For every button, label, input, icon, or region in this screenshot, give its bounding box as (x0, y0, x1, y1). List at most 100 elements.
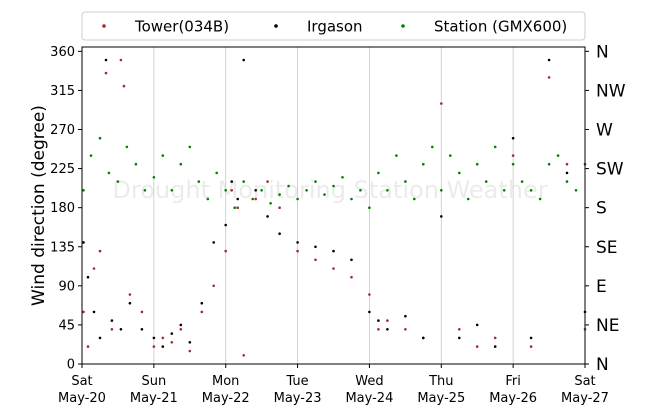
data-point (140, 310, 144, 314)
data-point (565, 171, 569, 175)
data-point (107, 171, 111, 175)
data-point (82, 189, 85, 192)
data-point (119, 58, 123, 62)
data-point (422, 162, 425, 166)
legend-marker (274, 24, 278, 28)
data-point (404, 314, 407, 318)
data-point (170, 189, 174, 192)
data-point (188, 145, 192, 149)
x-tick-date: May-27 (561, 391, 609, 406)
data-point (224, 249, 227, 253)
x-axis-ticks: Sat May-20 Sun May-21 Mon May-22 Tue May-23 Wed M… (58, 364, 609, 406)
data-point (125, 145, 129, 149)
data-point (254, 189, 257, 192)
data-point (377, 319, 380, 322)
data-point (140, 328, 144, 331)
data-point (440, 189, 443, 192)
data-point (547, 76, 551, 79)
legend-item: Station (GMX600) (401, 18, 567, 36)
x-tick-date: May-21 (130, 391, 178, 406)
data-point (224, 189, 227, 192)
data-point (119, 328, 123, 331)
data-point (529, 336, 533, 340)
data-point (466, 197, 470, 201)
data-point (422, 336, 425, 340)
y-tick-label: 90 (58, 279, 75, 294)
x-tick-date: May-20 (58, 391, 106, 406)
legend: Tower(034B) Irgason Station (GMX600) (81, 11, 586, 41)
data-point (386, 319, 389, 322)
data-point (529, 189, 533, 192)
x-tick-date: May-26 (489, 391, 537, 406)
legend-label: Tower(034B) (134, 18, 229, 36)
x-tick-day: Thu (428, 374, 453, 389)
data-point (502, 189, 506, 192)
data-point (179, 323, 183, 327)
plot-frame (81, 46, 586, 365)
data-point (368, 293, 371, 296)
data-point (89, 154, 93, 157)
y-tick-label: 135 (50, 240, 75, 255)
data-point (161, 345, 165, 348)
data-point (224, 223, 227, 227)
legend-item: Tower(034B) (102, 18, 229, 36)
direction-tick-label: NE (596, 316, 619, 336)
data-point (449, 154, 452, 157)
data-point (323, 193, 326, 196)
data-point (104, 58, 108, 62)
data-point (86, 275, 90, 279)
x-tick-day: Fri (505, 374, 521, 389)
data-point (511, 154, 515, 157)
x-tick-day: Sun (141, 374, 166, 389)
data-point (212, 284, 215, 288)
data-point (269, 202, 272, 205)
data-point (377, 171, 380, 175)
direction-tick-label: SW (596, 160, 624, 180)
data-point (314, 180, 317, 183)
data-point (206, 197, 210, 201)
data-point (110, 319, 114, 322)
data-point (110, 328, 114, 331)
data-point (92, 267, 96, 270)
data-point (212, 241, 215, 244)
data-point (179, 162, 183, 166)
data-point (161, 336, 165, 340)
legend-label: Irgason (307, 18, 363, 36)
x-tick-day: Tue (285, 374, 308, 389)
data-point (386, 189, 389, 192)
data-point (359, 189, 362, 192)
data-point (134, 162, 138, 166)
data-points (82, 58, 587, 357)
data-point (230, 189, 233, 192)
data-point (152, 336, 156, 340)
data-point (520, 180, 524, 183)
data-point (458, 336, 461, 340)
legend-box (81, 11, 586, 41)
y-tick-label: 45 (58, 318, 75, 333)
direction-tick-label: W (596, 121, 613, 141)
data-point (395, 154, 398, 157)
x-tick-date: May-25 (417, 391, 465, 406)
data-point (511, 136, 515, 140)
y-tick-label: 315 (50, 84, 75, 99)
direction-tick-label: NW (596, 81, 626, 101)
data-point (254, 197, 257, 201)
data-point (233, 206, 236, 209)
data-point (170, 341, 174, 344)
data-point (170, 332, 174, 335)
data-point (200, 301, 204, 305)
watermark: Drought Monitoring Station Weather (112, 176, 547, 204)
series-points (82, 136, 587, 209)
data-point (475, 345, 479, 348)
direction-tick-label: N (596, 42, 609, 62)
data-point (493, 336, 497, 340)
data-point (332, 267, 335, 270)
y-tick-label: 225 (50, 162, 75, 177)
data-point (574, 189, 578, 192)
data-point (122, 84, 126, 88)
direction-axis-ticks: N NE E SE S SW W NW N (585, 42, 626, 375)
data-point (314, 258, 317, 262)
data-point (440, 215, 443, 218)
